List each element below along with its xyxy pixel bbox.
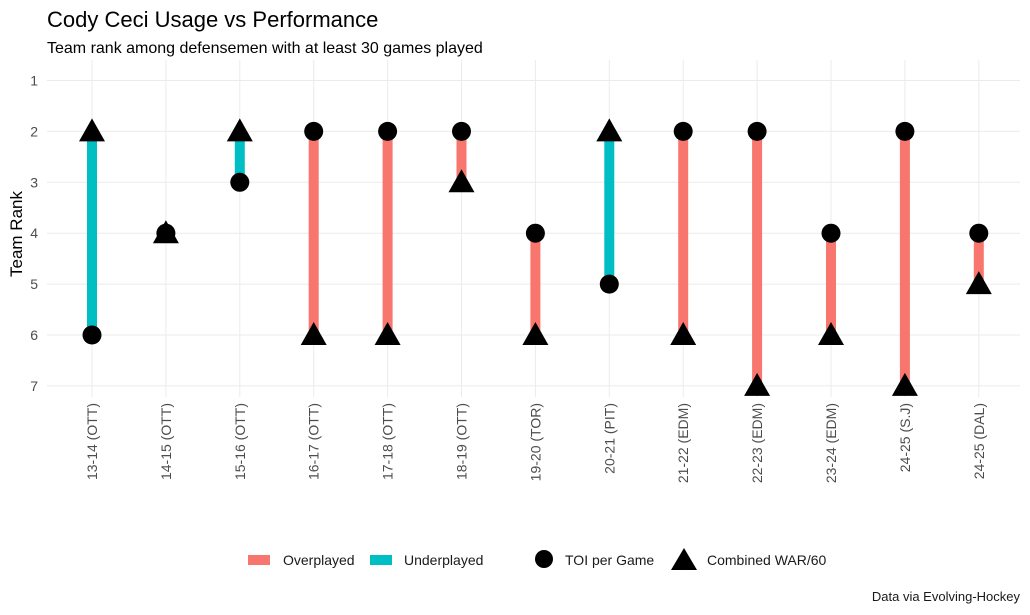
y-tick-label-3: 3	[30, 174, 38, 190]
y-tick-label-5: 5	[30, 276, 38, 292]
war-point-7	[596, 118, 623, 142]
x-tick-label-3: 16-17 (OTT)	[306, 403, 322, 480]
war-point-6	[522, 322, 549, 345]
war-point-1	[152, 220, 179, 244]
legend-label-war: Combined WAR/60	[707, 552, 827, 568]
y-tick-label-7: 7	[30, 378, 38, 394]
x-tick-label-10: 23-24 (EDM)	[823, 403, 839, 483]
toi-point-9	[747, 121, 767, 141]
toi-point-0	[82, 325, 102, 345]
toi-point-2	[230, 172, 250, 192]
war-point-11	[891, 372, 918, 396]
war-point-9	[744, 372, 771, 396]
legend-swatch-overplayed	[248, 555, 270, 565]
x-axis-ticks: 13-14 (OTT) 14-15 (OTT) 15-16 (OTT) 16-17 (…	[84, 403, 987, 483]
toi-point-7	[599, 274, 619, 294]
war-point-0	[79, 118, 105, 142]
toi-point-5	[452, 121, 471, 141]
y-tick-label-4: 4	[30, 225, 38, 241]
war-point-2	[226, 118, 253, 142]
legend-circle-icon	[535, 550, 553, 568]
x-tick-label-9: 22-23 (EDM)	[749, 403, 765, 483]
x-tick-label-0: 13-14 (OTT)	[84, 403, 100, 480]
war-point-10	[818, 322, 844, 345]
legend-label-overplayed: Overplayed	[283, 552, 355, 568]
toi-point-3	[304, 121, 324, 141]
toi-point-10	[821, 223, 841, 243]
y-tick-label-2: 2	[30, 123, 38, 139]
y-axis-label: Team Rank	[7, 191, 26, 277]
toi-point-4	[378, 121, 398, 141]
chart-subtitle: Team rank among defensemen with at least…	[47, 40, 483, 57]
x-tick-label-2: 15-16 (OTT)	[232, 403, 248, 480]
x-tick-label-5: 18-19 (OTT)	[454, 403, 470, 480]
x-tick-label-12: 24-25 (DAL)	[971, 403, 987, 479]
y-tick-label-6: 6	[30, 327, 38, 343]
y-axis-ticks: 1 2 3 4 5 6 7	[30, 73, 38, 394]
legend-swatch-underplayed	[370, 555, 392, 565]
war-point-5	[448, 169, 475, 193]
x-tick-label-1: 14-15 (OTT)	[158, 403, 174, 480]
data-markers	[79, 118, 992, 396]
legend-label-underplayed: Underplayed	[404, 552, 483, 568]
toi-point-11	[895, 121, 915, 141]
chart-caption: Data via Evolving-Hockey	[872, 589, 1021, 604]
x-tick-label-6: 19-20 (TOR)	[527, 403, 543, 481]
x-tick-label-11: 24-25 (S.J)	[897, 403, 913, 472]
x-tick-label-7: 20-21 (PIT)	[601, 403, 617, 474]
legend-label-toi: TOI per Game	[565, 552, 654, 568]
toi-point-12	[969, 223, 989, 243]
war-point-8	[670, 322, 697, 345]
war-point-3	[300, 322, 327, 345]
legend: Overplayed Underplayed TOI per Game Comb…	[248, 548, 827, 570]
war-point-12	[965, 271, 992, 295]
legend-triangle-icon	[671, 548, 697, 570]
x-tick-label-8: 21-22 (EDM)	[675, 403, 691, 483]
y-tick-label-1: 1	[30, 73, 38, 89]
x-tick-label-4: 17-18 (OTT)	[380, 403, 396, 480]
toi-point-8	[673, 121, 693, 141]
toi-point-6	[525, 223, 545, 243]
war-point-4	[374, 322, 401, 345]
chart-title: Cody Ceci Usage vs Performance	[47, 7, 378, 32]
